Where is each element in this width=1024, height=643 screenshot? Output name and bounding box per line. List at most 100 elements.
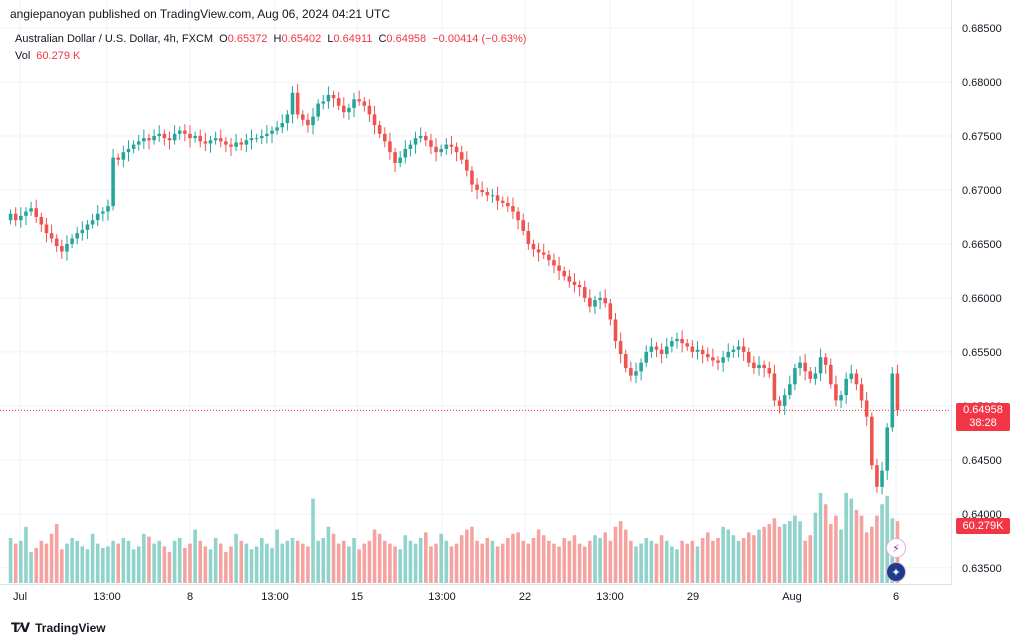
candle-body (213, 138, 218, 141)
candle-body (772, 373, 777, 401)
candle-body (316, 103, 320, 117)
candle-body (531, 243, 536, 250)
volume-bar (116, 543, 121, 583)
open-label: O (219, 33, 228, 45)
volume-bar (29, 552, 33, 583)
volume-bar (147, 536, 151, 583)
volume-bar (567, 540, 572, 583)
candle-body (490, 195, 495, 197)
candle-body (454, 146, 459, 153)
volume-bar (480, 543, 484, 583)
price-tick-label: 0.67000 (962, 185, 1002, 197)
candle-body (116, 157, 121, 160)
candle-body (752, 362, 756, 369)
candle-body (895, 373, 900, 411)
candle-body (280, 123, 285, 128)
candle-body (516, 211, 520, 221)
price-tick-label: 0.68500 (962, 23, 1002, 35)
candle-body (870, 416, 874, 466)
volume-bar (762, 526, 766, 583)
candle-body (634, 371, 638, 376)
flag-icon[interactable]: ✦ (886, 562, 906, 582)
tradingview-logo[interactable]: ꓔ⁄ꓦ TradingView (11, 620, 106, 636)
high-value: 0.65402 (281, 33, 322, 45)
candle-body (336, 98, 341, 106)
volume-bar (798, 521, 802, 583)
candle-body (111, 157, 115, 207)
volume-bars (8, 493, 900, 583)
volume-bar (367, 540, 372, 583)
volume-bar (593, 535, 597, 583)
candle-body (172, 133, 177, 141)
volume-bar (321, 538, 326, 583)
volume-bar (208, 549, 213, 583)
volume-bar (716, 538, 720, 583)
time-axis[interactable]: Jul 13:00 8 13:00 15 13:00 22 13:00 29 Aug 6 (13, 591, 899, 603)
volume-bar (613, 526, 618, 583)
volume-bar (741, 538, 746, 583)
symbol-title[interactable]: Australian Dollar / U.S. Dollar, 4h, FXC… (15, 33, 214, 45)
volume-bar (521, 540, 526, 583)
volume-bar (285, 540, 290, 583)
candle-body (793, 368, 797, 385)
volume-bar (106, 546, 110, 583)
candle-body (8, 213, 13, 221)
volume-bar (347, 546, 351, 583)
time-tick-label: Aug (782, 591, 802, 603)
candle-body (567, 276, 572, 282)
volume-bar (336, 543, 341, 583)
candle-body (726, 351, 731, 358)
candle-body (403, 148, 408, 158)
candle-body (136, 141, 141, 145)
volume-bar (326, 526, 331, 583)
time-tick-label: 6 (893, 591, 899, 603)
volume-bar (126, 540, 131, 583)
candle-body (465, 159, 469, 171)
volume-bar (142, 533, 146, 583)
candle-body (572, 281, 577, 285)
candle-body (362, 101, 367, 106)
volume-bar (444, 540, 449, 583)
brand-name: TradingView (35, 621, 106, 635)
candle-body (449, 144, 454, 147)
volume-bar (229, 546, 233, 583)
volume-bar (60, 549, 64, 583)
volume-bar (403, 535, 408, 583)
volume-bar (388, 543, 392, 583)
volume-bar (808, 535, 813, 583)
volume-bar (823, 504, 828, 583)
candle-body (480, 189, 484, 193)
price-tick-label: 0.64000 (962, 509, 1002, 521)
candle-body (408, 144, 413, 149)
lightning-icon[interactable]: ⚡ (886, 538, 906, 558)
candle-body (593, 300, 597, 307)
volume-bar (275, 529, 279, 583)
volume-bar (721, 526, 725, 583)
volume-bar (685, 543, 690, 583)
volume-badge: 60.279K (956, 518, 1010, 534)
volume-bar (85, 549, 90, 583)
candle-body (218, 138, 223, 142)
volume-bar (224, 552, 228, 583)
volume-bar (357, 549, 361, 583)
volume-bar (362, 543, 367, 583)
volume-bar (639, 543, 643, 583)
volume-bar (8, 538, 13, 583)
candle-body (434, 146, 438, 153)
volume-bar (162, 546, 167, 583)
volume-bar (849, 498, 854, 583)
candle-body (347, 107, 351, 113)
volume-bar (782, 523, 787, 583)
candle-body (608, 303, 613, 320)
volume-bar (300, 543, 305, 583)
price-axis[interactable]: 0.68500 0.68000 0.67500 0.67000 0.66500 0.660… (962, 23, 1002, 575)
volume-bar (767, 523, 772, 583)
candle-body (306, 119, 310, 126)
volume-bar (259, 538, 264, 583)
volume-bar (675, 549, 679, 583)
candle-body (131, 144, 136, 149)
candle-body (500, 200, 505, 203)
volume-bar (249, 549, 254, 583)
volume-bar (705, 532, 710, 583)
